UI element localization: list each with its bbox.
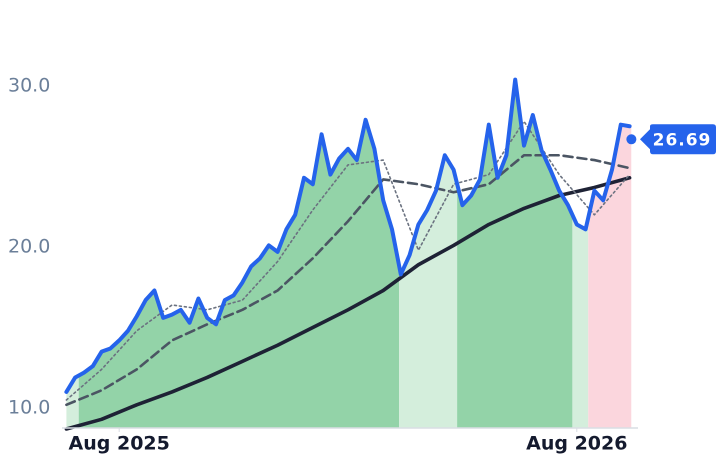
x-tick-label: Aug 2025 (69, 433, 170, 455)
price-line (64, 77, 632, 394)
region (572, 79, 589, 428)
last-value-dot (626, 134, 637, 145)
y-tick-label: 10.0 (8, 397, 50, 419)
y-tick-label: 30.0 (8, 75, 50, 97)
value-badge (640, 124, 716, 155)
moving-average (64, 175, 632, 431)
moving-average (65, 120, 631, 401)
value-badge-label: 26.69 (653, 130, 712, 150)
lines (64, 77, 632, 431)
regions (66, 79, 632, 428)
region (66, 79, 79, 428)
moving-average (65, 153, 631, 407)
x-tick-label: Aug 2026 (526, 433, 627, 455)
region (399, 79, 458, 428)
y-tick-label: 20.0 (8, 236, 50, 258)
